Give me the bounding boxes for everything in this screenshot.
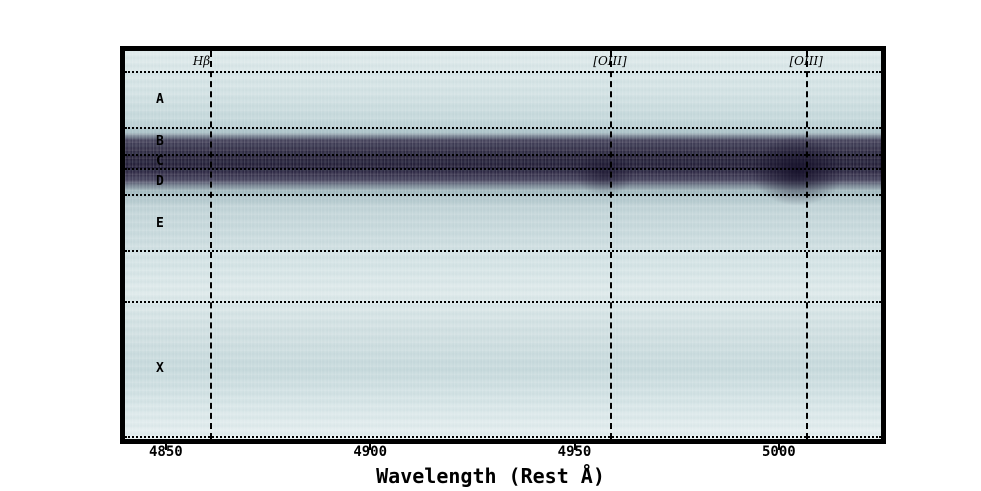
x-tick-mark bbox=[164, 444, 167, 450]
emission-line-label: [OIII] bbox=[593, 54, 627, 68]
region-boundary-line bbox=[125, 436, 881, 438]
region-boundary-line bbox=[125, 154, 881, 156]
oiii-4959-emission-blob bbox=[575, 151, 635, 196]
region-boundary-line bbox=[125, 168, 881, 170]
region-label-d: D bbox=[156, 174, 164, 189]
region-boundary-line bbox=[125, 250, 881, 252]
region-boundary-line bbox=[125, 71, 881, 73]
x-axis-label: Wavelength (Rest Å) bbox=[376, 464, 605, 488]
x-tick-label: 4900 bbox=[353, 444, 388, 460]
emission-line-label: Hβ bbox=[192, 54, 211, 68]
image-noise-texture bbox=[125, 51, 881, 439]
emission-line-marker bbox=[806, 51, 809, 439]
region-boundary-line bbox=[125, 194, 881, 196]
emission-line-label: [OIII] bbox=[789, 54, 823, 68]
emission-line-marker bbox=[209, 51, 212, 439]
region-label-x: X bbox=[156, 361, 164, 376]
region-label-b: B bbox=[156, 134, 164, 149]
x-tick-label: 4850 bbox=[149, 444, 183, 460]
region-label-a: A bbox=[156, 92, 164, 107]
x-tick-label: 5000 bbox=[761, 444, 796, 460]
x-tick-mark bbox=[369, 444, 372, 450]
region-label-c: C bbox=[156, 154, 164, 169]
emission-line-marker bbox=[610, 51, 613, 439]
region-boundary-line bbox=[125, 127, 881, 129]
region-label-e: E bbox=[156, 216, 164, 231]
x-tick-label: 4950 bbox=[557, 444, 592, 460]
x-tick-mark bbox=[777, 444, 780, 450]
x-tick-mark bbox=[573, 444, 576, 450]
region-boundary-line bbox=[125, 301, 881, 303]
spectrum-2d-image: Hβ [OIII] [OIII] A B C D E X bbox=[120, 46, 886, 444]
